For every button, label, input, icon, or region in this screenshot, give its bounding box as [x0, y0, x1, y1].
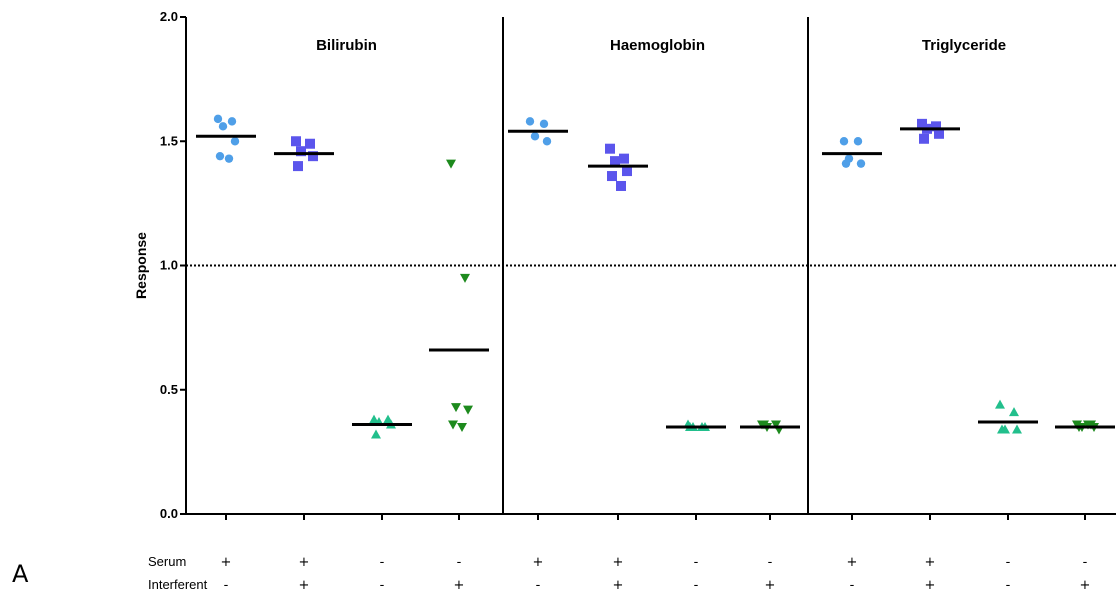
data-point [616, 180, 626, 191]
interferent-sign: - [536, 578, 541, 593]
serum-sign: - [694, 555, 699, 570]
data-point [525, 117, 535, 126]
data-point [856, 159, 866, 168]
marks-layer [196, 114, 1115, 439]
interferent-sign: + [299, 578, 310, 593]
data-point [296, 146, 306, 157]
interferent-sign: + [765, 578, 776, 593]
interferent-sign: + [454, 578, 465, 593]
data-point [995, 399, 1005, 409]
serum-sign: + [847, 555, 858, 570]
data-point [1012, 424, 1022, 434]
serum-sign: - [768, 555, 773, 570]
interferent-sign: - [694, 578, 699, 593]
serum-sign: + [299, 555, 310, 570]
serum-sign: - [380, 555, 385, 570]
data-point [213, 114, 223, 124]
data-point [839, 137, 849, 146]
panel-title-haemoglobin: Haemoglobin [610, 37, 705, 54]
data-point [771, 420, 781, 430]
data-point [457, 423, 467, 433]
serum-sign: + [925, 555, 936, 570]
data-point [759, 420, 769, 430]
serum-sign: + [533, 555, 544, 570]
data-point [451, 403, 461, 413]
y-tick-label: 1.5 [160, 133, 178, 148]
panel-title-bilirubin: Bilirubin [316, 37, 377, 54]
data-point [460, 273, 470, 283]
data-point [934, 128, 944, 139]
data-point [369, 414, 379, 424]
data-point [293, 161, 303, 172]
data-point [931, 121, 941, 132]
data-point [291, 136, 301, 147]
data-point [227, 117, 237, 126]
data-point [997, 424, 1007, 434]
serum-sign: + [613, 555, 624, 570]
y-axis-title: Response [133, 232, 149, 299]
data-point [919, 133, 929, 144]
interferent-sign: - [224, 578, 229, 593]
serum-sign: - [1083, 555, 1088, 570]
data-point [610, 156, 620, 167]
data-point [308, 151, 318, 162]
serum-row-label: Serum [148, 554, 186, 569]
data-point [230, 137, 240, 146]
interferent-sign: - [380, 578, 385, 593]
data-point [853, 137, 863, 146]
data-point [215, 151, 225, 161]
data-point [224, 154, 234, 163]
data-point [463, 405, 473, 415]
serum-sign: - [457, 555, 462, 570]
data-point [622, 166, 632, 177]
data-point [371, 429, 381, 439]
data-point [305, 138, 315, 149]
data-point [1009, 407, 1019, 417]
labels-layer: Serum Interferent Bilirubin + - + + - - - + Haemogl… [148, 37, 1090, 593]
data-point [542, 137, 552, 146]
interferent-sign: + [613, 578, 624, 593]
panel-title-triglyceride: Triglyceride [922, 37, 1006, 54]
interferent-row-label: Interferent [148, 577, 208, 592]
data-point [539, 119, 549, 129]
data-point [619, 153, 629, 164]
data-point [1083, 420, 1093, 430]
figure-panel-letter: A [12, 560, 29, 588]
serum-sign: + [221, 555, 232, 570]
data-point [607, 171, 617, 182]
interferent-sign: + [925, 578, 936, 593]
y-tick-label: 0.0 [160, 506, 178, 521]
interferent-sign: - [850, 578, 855, 593]
data-point [446, 159, 456, 169]
y-tick-label: 2.0 [160, 9, 178, 24]
y-tick-label: 1.0 [160, 258, 178, 273]
panels-layer [502, 17, 809, 514]
y-tick-label: 0.5 [160, 382, 178, 397]
interferent-sign: - [1006, 578, 1011, 593]
data-point [218, 122, 228, 131]
axes-layer: 0.0 0.5 1.0 1.5 2.0 Response [133, 9, 1116, 521]
data-point [448, 420, 458, 430]
interferent-sign: + [1080, 578, 1091, 593]
data-point [530, 132, 540, 141]
data-point [605, 143, 615, 154]
serum-sign: - [1006, 555, 1011, 570]
data-point [841, 159, 851, 168]
